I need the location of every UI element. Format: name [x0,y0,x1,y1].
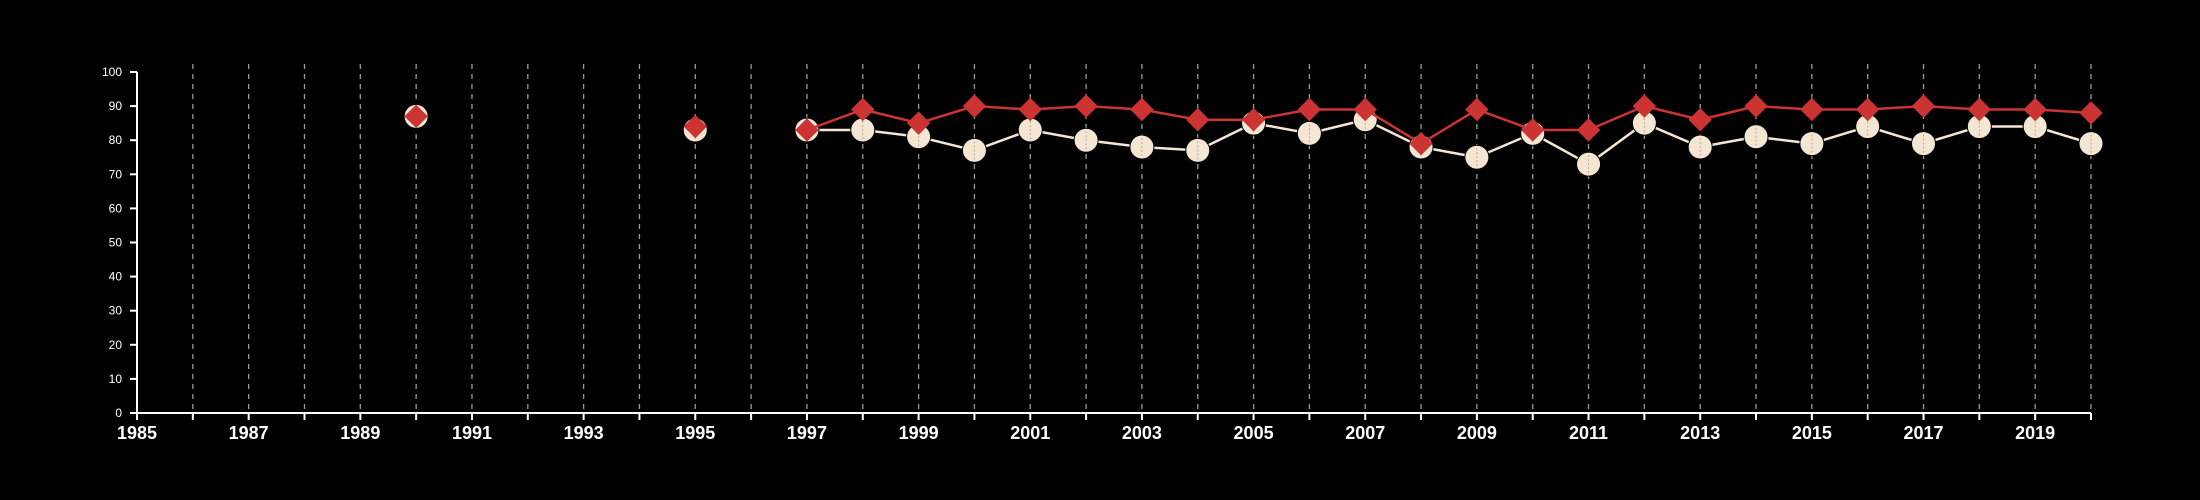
data-point-diamond [1186,108,1210,132]
data-point-diamond [1353,97,1377,122]
y-tick-label-90: 90 [109,99,123,113]
x-tick-label-2015: 2015 [1792,423,1832,443]
series-line-segment [1364,108,1422,145]
data-point-diamond [1018,97,1042,122]
y-tick-label-30: 30 [109,304,123,318]
series-layer [403,94,2104,177]
y-tick-label-60: 60 [109,201,123,215]
data-point-diamond [1409,131,1433,156]
x-tick-label-1991: 1991 [452,423,492,443]
y-tick-label-50: 50 [109,236,123,250]
data-point-diamond [404,104,428,129]
x-tick-label-2011: 2011 [1569,423,1608,443]
data-point-diamond [2023,97,2047,122]
series-line-segment [806,108,864,132]
data-point-diamond [1688,108,1712,132]
data-point-diamond [1297,97,1322,122]
data-point-diamond [1800,97,1824,122]
gridlines [192,64,2092,413]
x-tick-label-2001: 2001 [1010,423,1050,443]
data-point-diamond [1576,118,1601,142]
x-tick-label-2003: 2003 [1122,423,1162,443]
data-point-diamond [962,94,987,118]
data-point-diamond [1241,108,1266,132]
x-tick-label-1995: 1995 [675,423,715,443]
y-tick-label-40: 40 [109,270,123,284]
x-tick-label-1999: 1999 [899,423,939,443]
data-point-diamond [1967,97,1992,122]
x-tick-label-2007: 2007 [1345,423,1385,443]
series-diamond [404,94,2103,156]
series-line-segment [1476,108,1534,132]
x-tick-label-1985: 1985 [117,423,157,443]
data-point-diamond [1521,118,1545,142]
x-tick-label-1997: 1997 [787,423,827,443]
y-tick-label-100: 100 [102,65,122,79]
data-point-diamond [1855,97,1880,122]
x-tick-label-1987: 1987 [229,423,269,443]
data-point-diamond [851,97,875,122]
x-tick-label-2017: 2017 [1903,423,1943,443]
series-line-segment [918,104,975,125]
y-tick-label-0: 0 [115,406,122,420]
data-point-diamond [2079,101,2103,125]
x-tick-label-2019: 2019 [2015,423,2055,443]
x-tick-label-2005: 2005 [1234,423,1274,443]
y-tick-label-10: 10 [109,372,123,386]
series-line-segment [1588,104,1645,132]
series-line-segment [1420,108,1478,145]
y-tick-label-80: 80 [109,133,123,147]
data-point-diamond [1465,97,1489,122]
data-point-diamond [683,114,707,139]
x-tick-label-2013: 2013 [1680,423,1720,443]
data-point-diamond [1074,94,1098,118]
y-tick-label-20: 20 [109,338,123,352]
x-tick-label-1993: 1993 [564,423,604,443]
x-tick-label-2009: 2009 [1457,423,1497,443]
data-point-diamond [1130,97,1154,122]
y-tick-label-70: 70 [109,167,123,181]
data-point-diamond [795,118,819,142]
x-tick-label-1989: 1989 [340,423,380,443]
data-point-diamond [1744,94,1768,118]
data-point-diamond [1632,94,1657,118]
data-point-diamond [906,111,931,135]
data-point-diamond [1911,94,1936,118]
axes: 1985 1987 1989 1991 1993 1995 1997 1999 2001 2003… [102,65,2092,443]
